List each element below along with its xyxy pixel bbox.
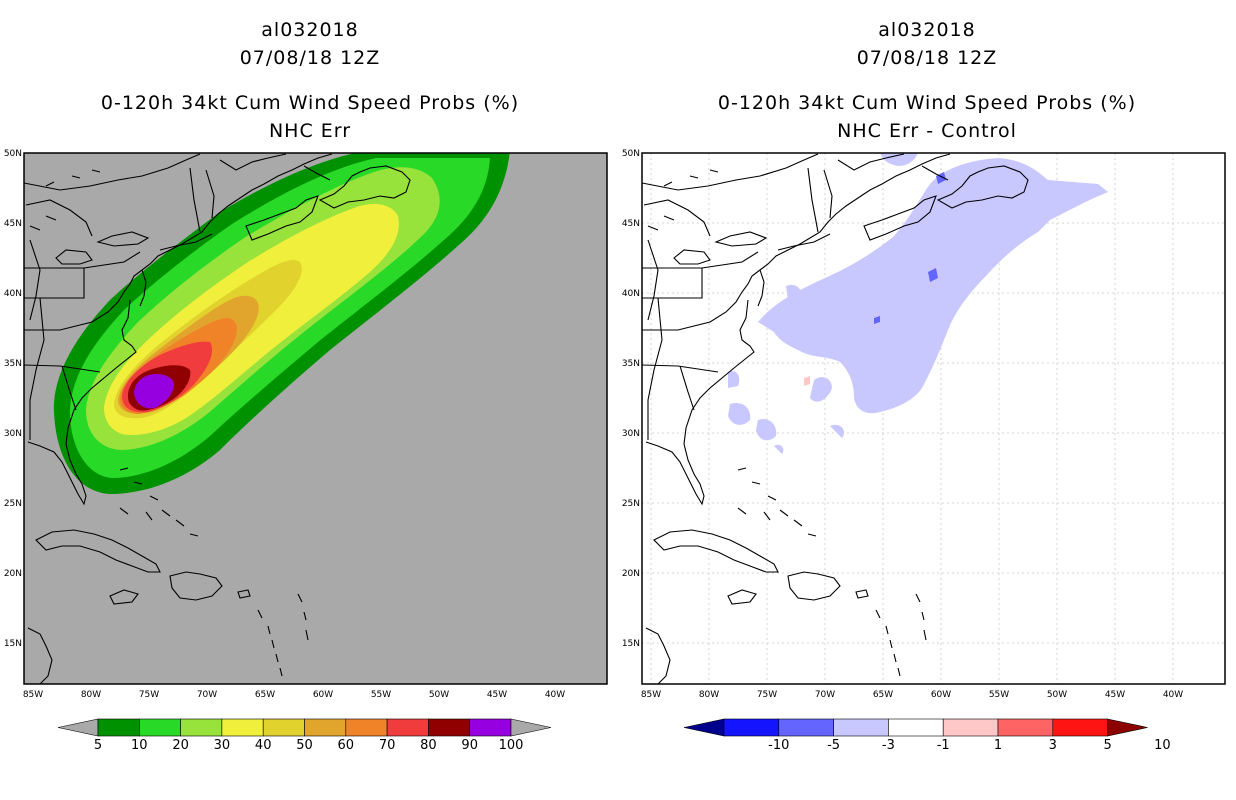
lat-tick-label: 15N [622,639,640,649]
colorbar-label: 5 [1103,738,1111,753]
lon-tick-label: 45W [1105,690,1125,700]
colorbar-segment [428,718,470,737]
left-map-panel [23,152,608,685]
lat-tick-label: 30N [622,429,640,439]
lat-tick-label: 35N [622,359,640,369]
lon-tick-label: 55W [989,690,1009,700]
colorbar-segment [221,718,264,737]
right-datetime: 07/08/18 12Z [856,47,998,69]
lon-tick-label: 80W [699,690,719,700]
left-datetime: 07/08/18 12Z [239,47,381,69]
colorbar-label: 80 [420,738,437,753]
lon-tick-label: 80W [81,690,101,700]
colorbar-label: 1 [994,738,1002,753]
colorbar-left-arrow [57,718,99,737]
right-axis-ticks: 85W 80W 75W 70W 65W 60W 55W 50W 45W 40W 50N 45N 40N 3… [622,149,1183,700]
lat-tick-label: 40N [622,289,640,299]
colorbar-segment [778,718,834,737]
colorbar-segment [888,718,944,737]
lon-tick-label: 85W [641,690,661,700]
lat-tick-label: 45N [4,219,22,229]
colorbar-label: -10 [768,738,789,753]
left-map-frame [23,152,608,685]
colorbar-segment [262,718,305,737]
colorbar-label: 70 [379,738,396,753]
colorbar-segment [139,718,181,737]
colorbar-label: 5 [94,738,102,753]
colorbar-label: 10 [131,738,148,753]
left-colorbar: 5 10 20 30 40 50 60 70 80 90 100 [57,718,552,753]
colorbar-label: 10 [1154,738,1171,753]
lon-tick-label: 85W [23,690,43,700]
lon-tick-label: 50W [1047,690,1067,700]
lat-tick-label: 30N [4,429,22,439]
lon-tick-label: 75W [139,690,159,700]
colorbar-label: 50 [296,738,313,753]
left-axis-ticks: 85W 80W 75W 70W 65W 60W 55W 50W 45W 40W 50N 45N 40N 3… [4,149,565,700]
lon-tick-label: 65W [255,690,275,700]
colorbar-left-arrow [683,718,725,737]
lon-tick-label: 60W [931,690,951,700]
right-subtitle: NHC Err - Control [837,120,1017,142]
right-title: 0-120h 34kt Cum Wind Speed Probs (%) [717,92,1137,114]
left-storm-id: al032018 [261,19,359,41]
left-probability-contours [24,153,510,684]
lat-tick-label: 15N [4,639,22,649]
lat-tick-label: 35N [4,359,22,369]
colorbar-segment [345,718,388,737]
colorbar-right-arrow [1107,718,1148,737]
colorbar-label: 60 [338,738,355,753]
colorbar-segment [469,718,512,737]
colorbar-segment [304,718,347,737]
lat-tick-label: 50N [622,149,640,159]
colorbar-label: 40 [255,738,272,753]
right-storm-id: al032018 [878,19,976,41]
colorbar-label: 20 [172,738,189,753]
colorbar-label: -1 [937,738,950,753]
lon-tick-label: 75W [757,690,777,700]
lon-tick-label: 40W [1163,690,1183,700]
colorbar-segment [723,718,780,737]
lon-tick-label: 70W [197,690,217,700]
colorbar-right-arrow [510,718,552,737]
lon-tick-label: 40W [545,690,565,700]
colorbar-label: 30 [214,738,231,753]
colorbar-label: 3 [1049,738,1057,753]
lat-tick-label: 40N [4,289,22,299]
left-subtitle: NHC Err [268,120,352,142]
lat-tick-label: 45N [622,219,640,229]
lat-tick-label: 25N [622,499,640,509]
colorbar-segment [997,718,1054,737]
colorbar-segment [386,718,429,737]
right-colorbar: -10 -5 -3 -1 1 3 5 10 [683,718,1171,753]
colorbar-label: -3 [882,738,895,753]
lon-tick-label: 45W [487,690,507,700]
colorbar-label: -5 [827,738,840,753]
colorbar-segment [180,718,223,737]
lon-tick-label: 65W [873,690,893,700]
contour-90 [134,374,174,409]
lat-tick-label: 25N [4,499,22,509]
lon-tick-label: 50W [429,690,449,700]
colorbar-segment [833,718,889,737]
lon-tick-label: 55W [371,690,391,700]
right-difference-field [642,153,1225,684]
colorbar-segment [942,718,999,737]
lat-tick-label: 50N [4,149,22,159]
right-map-panel [641,152,1226,685]
lat-tick-label: 20N [622,569,640,579]
lat-tick-label: 20N [4,569,22,579]
lon-tick-label: 70W [815,690,835,700]
diff-minus-3-to-minus-5 [874,172,946,324]
colorbar-label: 90 [461,738,478,753]
colorbar-label: 100 [499,738,524,753]
left-title: 0-120h 34kt Cum Wind Speed Probs (%) [100,92,520,114]
right-map-frame [641,152,1226,685]
colorbar-segment [1052,718,1108,737]
diff-minus-1-to-minus-3 [728,153,1108,454]
diff-plus-1-to-plus-3 [804,376,810,386]
colorbar-segment [97,718,140,737]
lon-tick-label: 60W [313,690,333,700]
